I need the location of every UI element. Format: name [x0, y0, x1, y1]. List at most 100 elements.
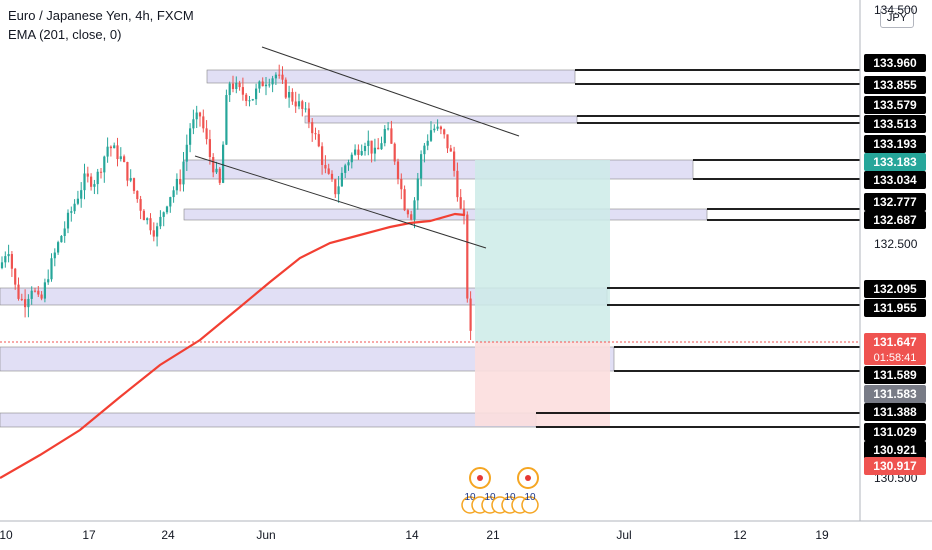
- candle-body: [347, 162, 350, 166]
- candle-body: [126, 161, 129, 181]
- candle-body: [159, 216, 162, 227]
- candle-body: [43, 282, 46, 299]
- legend: Euro / Japanese Yen, 4h, FXCM EMA (201, …: [8, 6, 194, 44]
- candle-body: [264, 84, 268, 87]
- candle-body: [218, 168, 221, 183]
- candle-body: [294, 101, 297, 107]
- candle-body: [413, 200, 416, 220]
- candle-body: [334, 179, 337, 195]
- candle-body: [83, 173, 86, 191]
- candle-body: [314, 133, 317, 135]
- candle-body: [360, 151, 363, 155]
- x-tick-label: Jul: [616, 528, 631, 542]
- candle-body: [109, 146, 112, 149]
- event-flag: [521, 496, 539, 514]
- x-tick-label: 12: [733, 528, 747, 542]
- candle-body: [17, 284, 20, 299]
- candle-body: [33, 290, 37, 292]
- x-tick-label: 21: [486, 528, 500, 542]
- candle-body: [27, 298, 30, 308]
- candle-body: [86, 173, 89, 177]
- candle-body: [103, 156, 106, 173]
- candle-body: [370, 140, 373, 154]
- candle-body: [443, 129, 446, 135]
- candle-body: [192, 119, 195, 129]
- x-tick-label: 14: [405, 528, 419, 542]
- candle-body: [215, 168, 218, 173]
- candle-body: [179, 178, 182, 185]
- candle-body: [350, 154, 353, 163]
- candle-body: [142, 210, 145, 221]
- candle-body: [466, 214, 469, 299]
- candle-body: [96, 171, 99, 185]
- prev-close-label: 131.583: [873, 387, 917, 401]
- candle-body: [169, 197, 172, 207]
- candle-body: [390, 128, 393, 144]
- candle-body: [307, 108, 310, 123]
- candle-body: [156, 226, 159, 237]
- candle-body: [90, 176, 93, 187]
- candle-body: [50, 258, 53, 280]
- candle-body: [119, 156, 122, 160]
- candle-body: [311, 122, 314, 134]
- indicator-label[interactable]: EMA (201, close, 0): [8, 27, 122, 42]
- candle-body: [410, 214, 413, 220]
- x-tick-label: Jun: [256, 528, 275, 542]
- candle-body: [462, 208, 466, 215]
- candle-body: [113, 145, 116, 149]
- candle-body: [406, 210, 409, 215]
- level-label-bg: [864, 96, 926, 114]
- candle-body: [357, 149, 360, 155]
- zone-rect: [183, 208, 708, 221]
- level-label-bg: [864, 299, 926, 317]
- candle-body: [255, 88, 258, 100]
- current-price-label: 131.647: [873, 335, 917, 349]
- level-label-bg: [864, 193, 926, 211]
- candle-body: [446, 134, 449, 149]
- level-label: 131.589: [873, 368, 917, 382]
- level-label-bg: [864, 54, 926, 72]
- candle-body: [380, 143, 383, 150]
- candle-body: [248, 100, 251, 102]
- event-flag-label: 10: [464, 492, 476, 503]
- candle-body: [76, 198, 79, 204]
- candle-body: [416, 178, 419, 201]
- candle-body: [261, 81, 264, 87]
- candle-body: [202, 116, 205, 129]
- candle-body: [330, 173, 334, 180]
- level-label-bg: [864, 280, 926, 298]
- candle-body: [231, 83, 235, 90]
- candle-body: [165, 206, 169, 213]
- level-label-bg: [864, 76, 926, 94]
- candle-body: [297, 101, 301, 107]
- candle-body: [354, 149, 357, 155]
- candle-body: [436, 126, 439, 129]
- candle-body: [14, 268, 17, 285]
- level-label: 133.579: [873, 98, 917, 112]
- candle-body: [185, 144, 188, 162]
- level-label-bg: [864, 441, 926, 459]
- currency-unit-button[interactable]: JPY: [880, 8, 914, 28]
- zone-rect: [0, 412, 537, 428]
- event-flag-label: 10: [524, 492, 536, 503]
- candle-body: [301, 101, 304, 109]
- trend-line: [194, 155, 487, 249]
- candle-body: [10, 254, 13, 269]
- candle-body: [245, 94, 248, 101]
- event-flag-label: 10: [484, 492, 496, 503]
- candle-body: [60, 236, 63, 243]
- event-marker-dot: [477, 475, 483, 481]
- candle-body: [429, 130, 433, 141]
- event-flag-label: 10: [504, 492, 516, 503]
- candle-body: [235, 82, 238, 90]
- x-tick-label: 10: [0, 528, 13, 542]
- candle-body: [106, 146, 109, 157]
- candle-body: [93, 184, 96, 187]
- candle-body: [222, 144, 225, 183]
- candle-body: [324, 164, 327, 169]
- candle-body: [449, 148, 452, 152]
- candle-body: [40, 294, 43, 299]
- candle-body: [281, 74, 284, 80]
- event-marker-dot: [525, 475, 531, 481]
